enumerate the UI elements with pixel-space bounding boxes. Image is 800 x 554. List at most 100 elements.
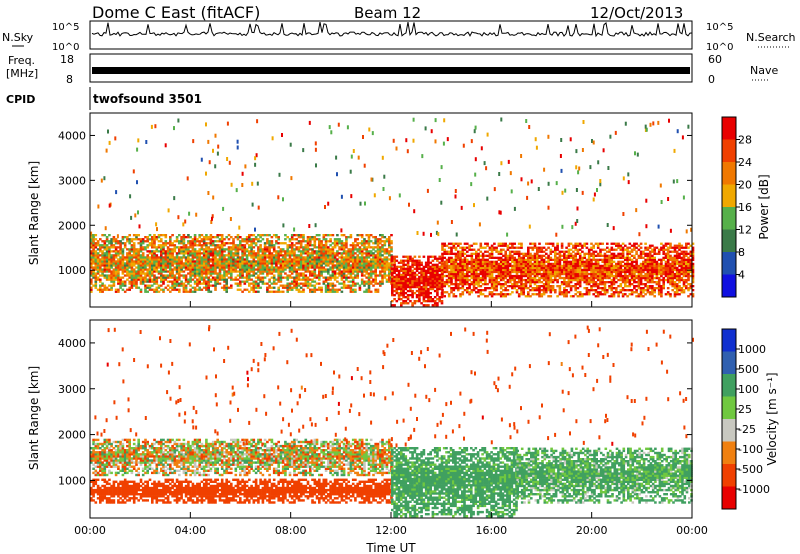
power-cell-2518 — [358, 264, 362, 267]
power-cell-1619 — [261, 282, 265, 285]
power-cell-959 — [191, 270, 195, 273]
power-cell-2786 — [388, 244, 391, 247]
power-cell-104 — [99, 248, 102, 251]
power-cell-413 — [132, 248, 136, 251]
power-cell-2211 — [324, 256, 328, 259]
power-cell-1652 — [263, 246, 267, 249]
power-cell-1166 — [211, 276, 215, 279]
power-cell-594 — [153, 278, 156, 281]
power-cell-290 — [119, 252, 122, 255]
power-cell-3342 — [452, 276, 456, 280]
power-cell-2537 — [360, 264, 364, 267]
power-cell-1955 — [297, 248, 301, 251]
power-cell-3385 — [457, 272, 460, 276]
power-cell-4733 — [610, 254, 614, 257]
power-cell-4810 — [619, 248, 623, 251]
power-cell-2089 — [311, 248, 314, 251]
power-cell-3253 — [441, 266, 444, 270]
power-cell-2436 — [349, 270, 353, 273]
power-cell-2348 — [340, 276, 344, 279]
power-cell-83 — [96, 252, 100, 255]
power-cell-2108 — [313, 256, 317, 259]
power-cell-1039 — [198, 252, 201, 255]
power-cell-1799 — [281, 286, 285, 289]
power-cell-791 — [173, 268, 177, 271]
power-cell-3448 — [463, 272, 467, 276]
power-cell-2377 — [342, 262, 346, 265]
power-cell-3407 — [459, 270, 462, 274]
power-cell-3897 — [515, 262, 519, 266]
power-cell-1250 — [220, 278, 224, 281]
power-cell-3826 — [506, 248, 510, 251]
power-cell-884 — [182, 242, 186, 245]
power-cell-2528 — [358, 234, 362, 237]
power-cell-230 — [112, 246, 116, 249]
power-cell-1680 — [268, 280, 271, 283]
power-cell-629 — [155, 256, 159, 259]
power-cell-2924 — [404, 300, 408, 303]
power-cell-1651 — [263, 248, 267, 251]
power-cell-4261 — [556, 244, 559, 247]
power-cell-3330 — [450, 258, 453, 261]
power-cell-132 — [103, 274, 107, 277]
power-cell-1291 — [223, 242, 226, 245]
power-cell-3773 — [502, 278, 505, 282]
power-cell-2454 — [351, 280, 355, 283]
power-cell-4025 — [529, 242, 532, 245]
power-cell-4965 — [639, 291, 643, 294]
power-cell-4290 — [560, 266, 564, 270]
power-cell-314 — [121, 248, 125, 251]
power-cell-3013 — [413, 259, 417, 262]
power-cell-1006 — [196, 274, 199, 277]
power-cell-4491 — [583, 266, 586, 270]
power-cell-4010 — [529, 278, 532, 282]
power-cell-458 — [137, 238, 140, 241]
power-cell-232 — [112, 240, 116, 243]
power-cell-2872 — [397, 283, 401, 287]
power-cell-4720 — [610, 283, 614, 286]
power-cell-2394 — [345, 268, 348, 271]
power-cell-1493 — [248, 276, 251, 279]
power-cell-745 — [169, 268, 172, 271]
power-cell-4510 — [585, 270, 589, 274]
power-cell-3039 — [418, 283, 421, 287]
power-cell-4955 — [637, 270, 641, 274]
power-cell-74 — [96, 270, 100, 273]
power-cell-2676 — [374, 238, 377, 241]
power-cell-1614 — [259, 246, 262, 249]
power-cell-3008 — [413, 273, 417, 277]
power-cell-2883 — [400, 302, 403, 305]
power-cell-416 — [132, 242, 136, 245]
power-cell-1497 — [248, 268, 251, 271]
power-cell-4253 — [556, 264, 559, 268]
power-cell-1482 — [245, 254, 249, 257]
power-cell-2829 — [391, 257, 394, 260]
power-cell-2017 — [304, 260, 308, 263]
power-cell-2381 — [342, 252, 346, 255]
power-cell-4184 — [547, 256, 550, 259]
power-cell-1089 — [202, 238, 206, 241]
power-cell-1279 — [223, 270, 226, 273]
power-cell-3188 — [436, 289, 439, 293]
power-cell-392 — [130, 248, 134, 251]
power-cell-1789 — [279, 264, 283, 267]
power-cell-4044 — [533, 293, 537, 296]
power-cell-2517 — [358, 266, 362, 269]
power-cell-3061 — [420, 273, 423, 277]
power-cell-1793 — [279, 254, 283, 257]
power-cell-2808 — [390, 242, 393, 245]
power-cell-1515 — [250, 274, 253, 277]
power-cell-2367 — [342, 284, 346, 287]
power-cell-4516 — [585, 258, 589, 261]
power-cell-1136 — [207, 250, 210, 253]
power-cell-2672 — [374, 250, 377, 253]
power-cell-468 — [139, 270, 143, 273]
power-cell-384 — [130, 266, 134, 269]
power-cell-466 — [139, 274, 143, 277]
power-cell-305 — [121, 266, 125, 269]
power-cell-886 — [182, 238, 186, 241]
power-cell-658 — [160, 276, 163, 279]
power-cell-2852 — [395, 289, 399, 293]
power-cell-242 — [114, 268, 118, 271]
